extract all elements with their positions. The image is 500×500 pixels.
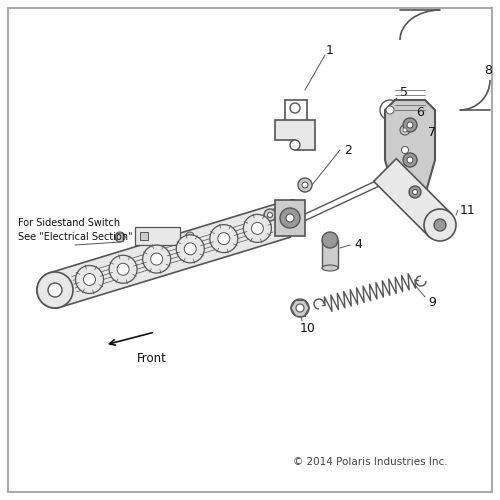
- Text: 9: 9: [428, 296, 436, 308]
- Circle shape: [290, 103, 300, 113]
- Text: 1: 1: [326, 44, 334, 57]
- Circle shape: [412, 190, 418, 194]
- Circle shape: [176, 235, 204, 263]
- Circle shape: [400, 125, 410, 135]
- Text: 4: 4: [354, 238, 362, 252]
- Circle shape: [142, 245, 171, 273]
- Circle shape: [407, 157, 413, 163]
- Circle shape: [424, 209, 456, 241]
- Text: Front: Front: [137, 352, 167, 365]
- Text: 8: 8: [484, 64, 492, 76]
- Circle shape: [150, 253, 162, 265]
- Polygon shape: [275, 120, 315, 150]
- Circle shape: [252, 222, 264, 234]
- Polygon shape: [50, 203, 290, 307]
- Circle shape: [403, 128, 407, 132]
- Circle shape: [76, 266, 104, 293]
- Circle shape: [84, 274, 96, 285]
- Text: 11: 11: [460, 204, 476, 216]
- Circle shape: [210, 224, 238, 252]
- Text: 7: 7: [428, 126, 436, 138]
- Circle shape: [280, 208, 300, 228]
- Text: © 2014 Polaris Industries Inc.: © 2014 Polaris Industries Inc.: [292, 457, 448, 467]
- Polygon shape: [385, 100, 435, 195]
- Circle shape: [434, 219, 446, 231]
- Bar: [135, 227, 180, 245]
- Circle shape: [397, 142, 413, 158]
- Circle shape: [290, 140, 300, 150]
- Circle shape: [184, 243, 196, 255]
- Circle shape: [117, 264, 129, 276]
- Bar: [140, 232, 148, 240]
- Circle shape: [395, 120, 415, 140]
- Circle shape: [386, 106, 394, 114]
- Circle shape: [218, 232, 230, 244]
- Circle shape: [186, 232, 194, 240]
- Text: 6: 6: [416, 106, 424, 118]
- Circle shape: [244, 214, 272, 242]
- Circle shape: [48, 283, 62, 297]
- Text: 5: 5: [400, 86, 408, 98]
- Circle shape: [409, 186, 421, 198]
- Circle shape: [322, 232, 338, 248]
- Circle shape: [407, 122, 413, 128]
- Circle shape: [302, 182, 308, 188]
- Bar: [275, 200, 305, 236]
- Circle shape: [291, 299, 309, 317]
- Circle shape: [264, 209, 276, 221]
- Polygon shape: [374, 158, 452, 236]
- Text: 3: 3: [288, 198, 296, 211]
- Bar: [322, 240, 338, 268]
- Circle shape: [286, 214, 294, 222]
- Circle shape: [296, 304, 304, 312]
- Circle shape: [380, 100, 400, 120]
- Ellipse shape: [322, 265, 338, 271]
- Circle shape: [403, 118, 417, 132]
- Circle shape: [298, 178, 312, 192]
- Circle shape: [109, 256, 137, 283]
- Text: 10: 10: [300, 322, 316, 334]
- Circle shape: [402, 146, 408, 154]
- Text: For Sidestand Switch
See "Electrical Section": For Sidestand Switch See "Electrical Sec…: [18, 218, 132, 242]
- Circle shape: [268, 212, 272, 218]
- Circle shape: [403, 153, 417, 167]
- Circle shape: [115, 232, 125, 242]
- Circle shape: [37, 272, 73, 308]
- Text: 2: 2: [344, 144, 352, 156]
